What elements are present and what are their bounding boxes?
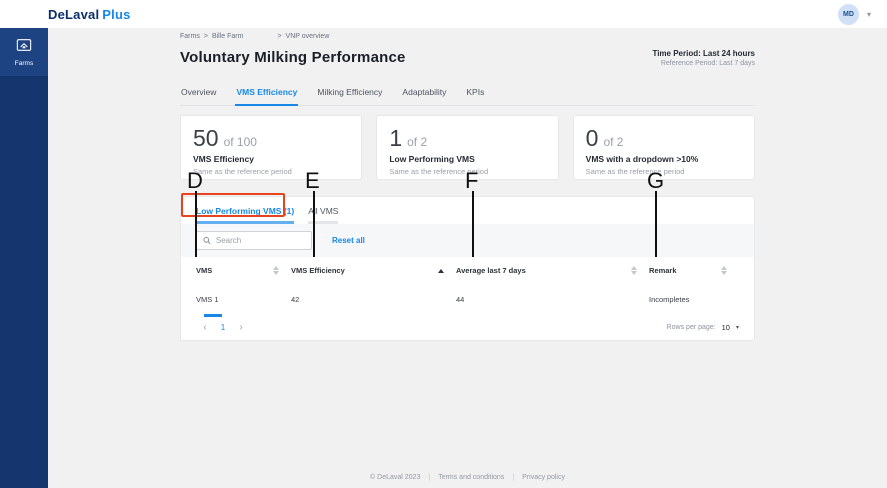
top-bar: DeLaval Plus MD ▾	[0, 0, 887, 28]
logo-plus: Plus	[102, 6, 131, 22]
reset-all-button[interactable]: Reset all	[332, 236, 365, 245]
rows-per-page-label: Rows per page:	[666, 324, 716, 331]
card-of: of 100	[223, 135, 257, 149]
cell-remark: Incompletes	[649, 295, 690, 304]
card-of: of 2	[407, 135, 428, 149]
chevron-down-icon[interactable]: ▾	[866, 9, 871, 19]
breadcrumb-separator: >	[203, 33, 208, 40]
reference-period: Reference Period: Last 7 days	[660, 60, 755, 67]
search-icon	[203, 237, 211, 245]
search-input[interactable]	[215, 236, 305, 245]
card-subtitle: Same as the reference period	[193, 167, 292, 176]
previous-page-button[interactable]: ‹	[203, 322, 207, 333]
avatar[interactable]: MD	[837, 3, 859, 25]
card-title: VMS with a dropdown >10%	[585, 154, 699, 164]
card-vms-efficiency: 50 of 100 VMS Efficiency Same as the ref…	[180, 115, 363, 180]
farms-icon	[16, 39, 32, 51]
footer-divider: |	[512, 474, 515, 481]
current-page-indicator	[204, 314, 222, 317]
sort-ascending-icon	[438, 268, 444, 273]
sort-icon	[721, 266, 727, 275]
copyright: © DeLaval 2023	[370, 474, 421, 481]
pagination: ‹ 1 › Rows per page: 10 ▾	[181, 314, 754, 340]
main-area: Farms > Bille Farm > VNP overview Volunt…	[48, 28, 887, 488]
breadcrumb-bille-farm[interactable]: Bille Farm	[211, 33, 244, 40]
delaval-plus-logo: DeLaval Plus	[48, 7, 131, 22]
page-title: Voluntary Milking Performance	[180, 49, 406, 66]
card-subtitle: Same as the reference period	[585, 167, 685, 176]
logo-delaval: DeLaval	[48, 6, 100, 22]
card-low-performing-vms: 1 of 2 Low Performing VMS Same as the re…	[376, 115, 559, 180]
table-header-row: VMS VMS Efficiency Average last 7 days	[181, 257, 754, 284]
footer-divider: |	[428, 474, 431, 481]
column-header-remark[interactable]: Remark	[649, 266, 739, 275]
panel-tabs: Low Performing VMS (1) All VMS	[181, 197, 754, 224]
page-tabs: Overview VMS Efficiency Milking Efficien…	[180, 82, 755, 106]
sidebar-item-farms[interactable]: Farms	[0, 28, 48, 76]
card-title: VMS Efficiency	[193, 154, 254, 164]
table-row[interactable]: VMS 1 42 44 Incompletes	[181, 284, 754, 315]
card-subtitle: Same as the reference period	[389, 167, 489, 176]
column-header-vms-efficiency[interactable]: VMS Efficiency	[291, 266, 456, 275]
rows-per-page[interactable]: Rows per page: 10 ▾	[667, 323, 739, 332]
cell-vms: VMS 1	[196, 295, 219, 304]
tab-vms-efficiency[interactable]: VMS Efficiency	[235, 82, 299, 106]
sort-icon	[631, 266, 637, 275]
card-title: Low Performing VMS	[389, 154, 475, 164]
column-header-vms[interactable]: VMS	[196, 266, 291, 275]
cell-average-last-7-days: 44	[456, 295, 465, 304]
page-number-1[interactable]: 1	[220, 323, 226, 332]
card-value: 1	[389, 125, 403, 151]
tab-adaptability[interactable]: Adaptability	[402, 87, 447, 97]
vms-table-panel: Low Performing VMS (1) All VMS Reset all	[180, 196, 755, 341]
sort-icon	[273, 266, 279, 275]
cell-vms-efficiency: 42	[291, 295, 300, 304]
column-header-average-last-7-days[interactable]: Average last 7 days	[456, 266, 649, 275]
rows-per-page-value[interactable]: 10	[721, 323, 730, 332]
sidebar-item-label: Farms	[14, 60, 34, 67]
card-vms-dropdown: 0 of 2 VMS with a dropdown >10% Same as …	[572, 115, 755, 180]
sidebar: Farms	[0, 28, 48, 488]
tab-low-performing-vms[interactable]: Low Performing VMS (1)	[196, 206, 295, 224]
time-period: Time Period: Last 24 hours	[652, 49, 755, 58]
user-menu[interactable]: MD ▾	[837, 3, 871, 25]
card-value: 0	[585, 125, 599, 151]
tab-overview[interactable]: Overview	[181, 87, 217, 97]
card-of: of 2	[603, 135, 624, 149]
kpi-cards: 50 of 100 VMS Efficiency Same as the ref…	[180, 115, 755, 180]
footer: © DeLaval 2023 | Terms and conditions | …	[180, 474, 755, 481]
table-toolbar: Reset all	[181, 224, 754, 257]
tab-milking-efficiency[interactable]: Milking Efficiency	[317, 87, 383, 97]
breadcrumb-separator: >	[277, 33, 282, 40]
breadcrumb-farms[interactable]: Farms	[180, 33, 200, 40]
tab-kpis[interactable]: KPIs	[466, 87, 485, 97]
time-period-block: Time Period: Last 24 hours Reference Per…	[652, 49, 755, 67]
search-box[interactable]	[196, 231, 312, 250]
tab-all-vms[interactable]: All VMS	[308, 206, 339, 224]
breadcrumb: Farms > Bille Farm > VNP overview	[180, 33, 755, 40]
card-value: 50	[193, 125, 219, 151]
privacy-link[interactable]: Privacy policy	[522, 474, 565, 481]
chevron-down-icon[interactable]: ▾	[735, 325, 739, 331]
breadcrumb-vnp-overview[interactable]: VNP overview	[285, 33, 330, 40]
next-page-button[interactable]: ›	[239, 322, 243, 333]
terms-link[interactable]: Terms and conditions	[438, 474, 505, 481]
